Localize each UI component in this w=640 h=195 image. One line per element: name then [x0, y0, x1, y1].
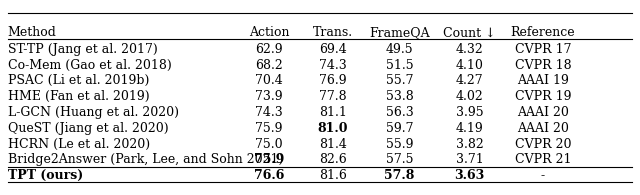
- Text: 73.9: 73.9: [255, 90, 283, 103]
- Text: 55.9: 55.9: [386, 137, 413, 151]
- Text: FrameQA: FrameQA: [369, 26, 430, 39]
- Text: 81.1: 81.1: [319, 106, 347, 119]
- Text: 3.71: 3.71: [456, 153, 484, 166]
- Text: CVPR 19: CVPR 19: [515, 90, 572, 103]
- Text: 4.10: 4.10: [456, 59, 484, 72]
- Text: CVPR 17: CVPR 17: [515, 43, 572, 56]
- Text: 56.3: 56.3: [386, 106, 413, 119]
- Text: 69.4: 69.4: [319, 43, 347, 56]
- Text: 62.9: 62.9: [255, 43, 283, 56]
- Text: 75.9: 75.9: [254, 153, 284, 166]
- Text: -: -: [541, 169, 545, 182]
- Text: 81.0: 81.0: [317, 122, 348, 135]
- Text: 76.6: 76.6: [254, 169, 284, 182]
- Text: AAAI 20: AAAI 20: [517, 106, 569, 119]
- Text: Reference: Reference: [511, 26, 575, 39]
- Text: 3.63: 3.63: [454, 169, 485, 182]
- Text: 4.02: 4.02: [456, 90, 484, 103]
- Text: ST-TP (Jang et al. 2017): ST-TP (Jang et al. 2017): [8, 43, 157, 56]
- Text: 75.9: 75.9: [255, 122, 283, 135]
- Text: 57.5: 57.5: [386, 153, 413, 166]
- Text: Count ↓: Count ↓: [444, 26, 496, 39]
- Text: 55.7: 55.7: [386, 74, 413, 87]
- Text: 76.9: 76.9: [319, 74, 346, 87]
- Text: AAAI 20: AAAI 20: [517, 122, 569, 135]
- Text: TPT (ours): TPT (ours): [8, 169, 83, 182]
- Text: 59.7: 59.7: [386, 122, 413, 135]
- Text: 68.2: 68.2: [255, 59, 283, 72]
- Text: HCRN (Le et al. 2020): HCRN (Le et al. 2020): [8, 137, 150, 151]
- Text: Bridge2Answer (Park, Lee, and Sohn 2021): Bridge2Answer (Park, Lee, and Sohn 2021): [8, 153, 283, 166]
- Text: Trans.: Trans.: [313, 26, 353, 39]
- Text: 74.3: 74.3: [255, 106, 283, 119]
- Text: 77.8: 77.8: [319, 90, 346, 103]
- Text: HME (Fan et al. 2019): HME (Fan et al. 2019): [8, 90, 149, 103]
- Text: 70.4: 70.4: [255, 74, 283, 87]
- Text: 4.19: 4.19: [456, 122, 484, 135]
- Text: CVPR 21: CVPR 21: [515, 153, 572, 166]
- Text: PSAC (Li et al. 2019b): PSAC (Li et al. 2019b): [8, 74, 149, 87]
- Text: 57.8: 57.8: [385, 169, 415, 182]
- Text: Action: Action: [249, 26, 289, 39]
- Text: 74.3: 74.3: [319, 59, 347, 72]
- Text: 82.6: 82.6: [319, 153, 347, 166]
- Text: 3.95: 3.95: [456, 106, 484, 119]
- Text: Co-Mem (Gao et al. 2018): Co-Mem (Gao et al. 2018): [8, 59, 172, 72]
- Text: CVPR 18: CVPR 18: [515, 59, 572, 72]
- Text: 4.32: 4.32: [456, 43, 484, 56]
- Text: QueST (Jiang et al. 2020): QueST (Jiang et al. 2020): [8, 122, 168, 135]
- Text: 53.8: 53.8: [386, 90, 413, 103]
- Text: Method: Method: [8, 26, 56, 39]
- Text: AAAI 19: AAAI 19: [517, 74, 569, 87]
- Text: 4.27: 4.27: [456, 74, 484, 87]
- Text: L-GCN (Huang et al. 2020): L-GCN (Huang et al. 2020): [8, 106, 179, 119]
- Text: 81.6: 81.6: [319, 169, 347, 182]
- Text: 51.5: 51.5: [386, 59, 413, 72]
- Text: 81.4: 81.4: [319, 137, 347, 151]
- Text: 75.0: 75.0: [255, 137, 283, 151]
- Text: CVPR 20: CVPR 20: [515, 137, 572, 151]
- Text: 49.5: 49.5: [386, 43, 413, 56]
- Text: 3.82: 3.82: [456, 137, 484, 151]
